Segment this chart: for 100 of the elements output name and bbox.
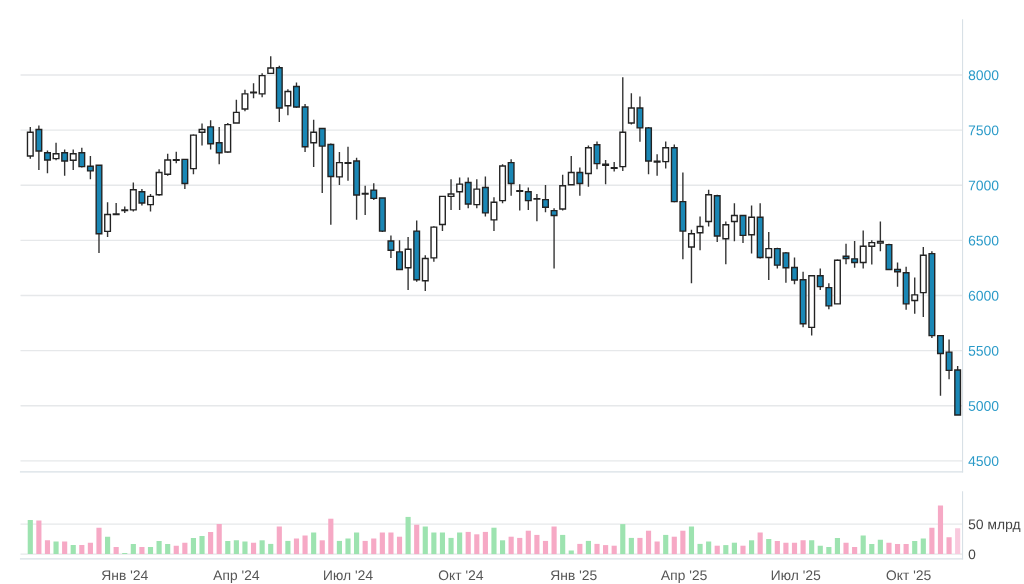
bar [422,526,428,555]
bar [860,535,866,555]
bar [534,534,540,555]
bar [585,540,591,555]
candlestick [232,99,240,124]
candlestick [258,72,266,98]
candlestick [816,267,824,291]
bar [645,530,652,555]
bar [173,545,179,555]
bar [70,545,76,555]
bar [800,540,806,555]
bar [225,540,231,555]
candlestick [292,81,300,109]
bar [216,524,222,555]
bar [499,540,506,555]
bar [328,518,334,555]
y-tick-label: 4500 [968,456,999,467]
bar [431,532,437,555]
bar [542,540,549,555]
bar [311,532,317,555]
bar [731,542,737,555]
candlestick [602,159,610,185]
bar [766,539,772,555]
bar [774,540,780,555]
bar [302,535,308,555]
bar [843,542,849,555]
candlestick [516,183,524,212]
candlestick [456,176,464,211]
bar [190,537,197,555]
bar [834,537,841,555]
bar [62,541,68,555]
bar [723,545,729,555]
bar [560,534,566,555]
bar [439,532,446,555]
bar [371,538,377,555]
x-tick-label: Апр '25 [660,570,707,583]
bar [628,537,634,555]
bar [620,524,626,555]
candlestick [550,207,558,270]
bar [688,526,695,555]
bar [929,527,935,555]
bar [894,543,901,555]
y-tick-label: 7500 [968,125,999,136]
x-tick-label: Янв '24 [101,570,148,581]
bar [293,538,300,555]
bar [912,540,918,555]
bar [577,543,583,555]
candlestick [507,158,515,197]
candlestick [790,256,799,286]
candlestick [447,178,455,211]
y-tick-label: 0 [968,549,976,560]
y-tick-label: 50 млрд [968,519,1021,533]
bar [96,527,102,555]
bar [508,536,514,555]
y-tick-label: 6000 [968,290,999,301]
bar [130,543,136,555]
bar [482,531,488,555]
bar [852,546,858,555]
bar [920,538,926,555]
bar [250,542,257,555]
bar [388,532,394,555]
bar [242,541,248,555]
bar [336,540,342,555]
bar [105,536,111,555]
x-tick-label: Окт '25 [886,570,931,581]
bar [319,540,325,555]
candlestick [696,215,704,251]
bar [611,545,617,555]
bar [474,534,480,555]
x-tick-label: Янв '25 [550,570,597,581]
bar [517,537,523,555]
bar [706,541,712,555]
bar [886,542,892,555]
bar [345,538,351,555]
candlestick [559,174,567,212]
bar [697,543,703,555]
bar [903,543,909,555]
bar [869,543,875,555]
bar [946,537,952,555]
bar [268,543,274,555]
bar [156,540,162,555]
bar [654,541,660,555]
candlestick [610,161,618,173]
bar [955,528,961,555]
x-tick-label: Июл '25 [771,570,821,581]
candlestick [387,234,395,259]
candlestick [687,229,695,285]
candlestick [396,239,404,271]
candlestick [876,220,884,252]
bar [680,530,686,555]
bar [603,545,609,555]
bar [525,530,531,555]
bar [757,532,763,555]
y-tick-label: 7000 [968,180,999,191]
bar [637,537,643,555]
bar [354,532,360,555]
x-tick-label: Июл '24 [324,570,373,581]
candlestick [936,334,944,397]
candlestick [241,89,249,113]
y-tick-label: 5000 [968,401,999,411]
